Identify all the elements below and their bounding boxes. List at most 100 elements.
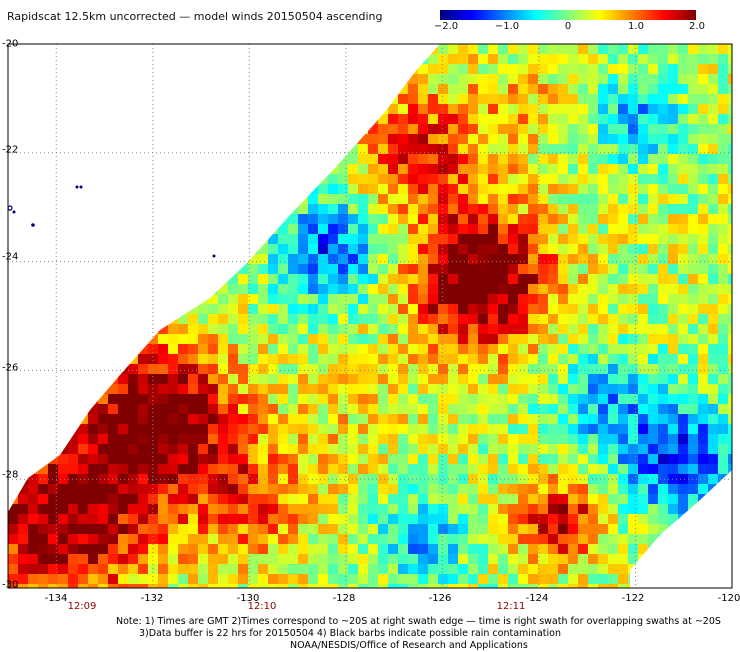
- wind-difference-cell: [468, 424, 478, 434]
- wind-difference-cell: [308, 314, 318, 324]
- wind-difference-cell: [168, 344, 178, 354]
- wind-difference-cell: [298, 554, 308, 564]
- wind-difference-cell: [378, 304, 388, 314]
- wind-difference-cell: [338, 174, 348, 184]
- wind-difference-cell: [288, 194, 298, 204]
- wind-difference-cell: [458, 94, 468, 104]
- wind-difference-cell: [508, 324, 518, 334]
- wind-difference-cell: [648, 154, 658, 164]
- wind-difference-cell: [268, 104, 278, 114]
- wind-difference-cell: [648, 524, 658, 534]
- wind-difference-cell: [268, 554, 278, 564]
- wind-difference-cell: [668, 134, 678, 144]
- wind-difference-cell: [688, 44, 698, 54]
- note-line: Note: 1) Times are GMT 2)Times correspon…: [116, 616, 721, 627]
- wind-difference-cell: [338, 114, 348, 124]
- wind-difference-cell: [558, 114, 568, 124]
- wind-difference-cell: [398, 134, 408, 144]
- wind-difference-cell: [98, 324, 108, 334]
- wind-difference-cell: [48, 54, 58, 64]
- wind-difference-cell: [628, 154, 638, 164]
- wind-difference-cell: [48, 464, 58, 474]
- wind-difference-cell: [178, 394, 188, 404]
- wind-difference-cell: [408, 254, 418, 264]
- wind-difference-cell: [668, 74, 678, 84]
- wind-difference-cell: [658, 324, 668, 334]
- wind-difference-cell: [638, 504, 648, 514]
- wind-difference-cell: [108, 274, 118, 284]
- wind-difference-cell: [438, 484, 448, 494]
- wind-difference-map[interactable]: [0, 0, 740, 600]
- wind-difference-cell: [558, 544, 568, 554]
- wind-difference-cell: [228, 304, 238, 314]
- wind-difference-cell: [228, 164, 238, 174]
- wind-difference-cell: [388, 264, 398, 274]
- wind-difference-cell: [168, 504, 178, 514]
- wind-difference-cell: [198, 64, 208, 74]
- wind-difference-cell: [658, 564, 668, 574]
- wind-difference-cell: [648, 224, 658, 234]
- wind-difference-cell: [538, 214, 548, 224]
- wind-difference-cell: [258, 534, 268, 544]
- wind-difference-cell: [288, 174, 298, 184]
- wind-difference-cell: [458, 314, 468, 324]
- wind-difference-cell: [38, 234, 48, 244]
- wind-difference-cell: [668, 414, 678, 424]
- wind-difference-cell: [98, 284, 108, 294]
- wind-difference-cell: [428, 224, 438, 234]
- wind-difference-cell: [358, 484, 368, 494]
- wind-difference-cell: [388, 314, 398, 324]
- wind-difference-cell: [58, 424, 68, 434]
- wind-difference-cell: [568, 504, 578, 514]
- wind-difference-cell: [468, 384, 478, 394]
- wind-difference-cell: [578, 434, 588, 444]
- wind-difference-cell: [98, 274, 108, 284]
- wind-difference-cell: [258, 574, 268, 584]
- wind-difference-cell: [18, 334, 28, 344]
- wind-difference-cell: [88, 84, 98, 94]
- wind-difference-cell: [98, 564, 108, 574]
- wind-difference-cell: [48, 414, 58, 424]
- wind-difference-cell: [598, 244, 608, 254]
- wind-difference-cell: [218, 54, 228, 64]
- wind-difference-cell: [138, 514, 148, 524]
- wind-difference-cell: [458, 374, 468, 384]
- wind-difference-cell: [618, 564, 628, 574]
- wind-difference-cell: [328, 424, 338, 434]
- wind-difference-cell: [568, 74, 578, 84]
- wind-difference-cell: [308, 364, 318, 374]
- wind-difference-cell: [338, 584, 348, 588]
- wind-difference-cell: [338, 454, 348, 464]
- wind-difference-cell: [38, 134, 48, 144]
- wind-difference-cell: [708, 44, 718, 54]
- wind-difference-cell: [188, 114, 198, 124]
- wind-difference-cell: [8, 374, 18, 384]
- wind-difference-cell: [388, 494, 398, 504]
- wind-difference-cell: [28, 274, 38, 284]
- wind-difference-cell: [68, 64, 78, 74]
- wind-difference-cell: [338, 404, 348, 414]
- wind-difference-cell: [648, 64, 658, 74]
- wind-difference-cell: [618, 344, 628, 354]
- wind-difference-cell: [58, 84, 68, 94]
- wind-difference-cell: [148, 334, 158, 344]
- wind-difference-cell: [88, 204, 98, 214]
- wind-difference-cell: [378, 284, 388, 294]
- wind-difference-cell: [658, 394, 668, 404]
- wind-difference-cell: [418, 174, 428, 184]
- wind-difference-cell: [508, 334, 518, 344]
- wind-difference-cell: [228, 294, 238, 304]
- wind-difference-cell: [28, 564, 38, 574]
- wind-difference-cell: [218, 314, 228, 324]
- wind-difference-cell: [388, 114, 398, 124]
- wind-difference-cell: [138, 474, 148, 484]
- wind-difference-cell: [198, 224, 208, 234]
- wind-difference-cell: [638, 444, 648, 454]
- wind-difference-cell: [228, 334, 238, 344]
- wind-difference-cell: [28, 504, 38, 514]
- wind-difference-cell: [28, 94, 38, 104]
- wind-difference-cell: [318, 374, 328, 384]
- wind-difference-cell: [638, 524, 648, 534]
- wind-difference-cell: [628, 144, 638, 154]
- wind-difference-cell: [528, 534, 538, 544]
